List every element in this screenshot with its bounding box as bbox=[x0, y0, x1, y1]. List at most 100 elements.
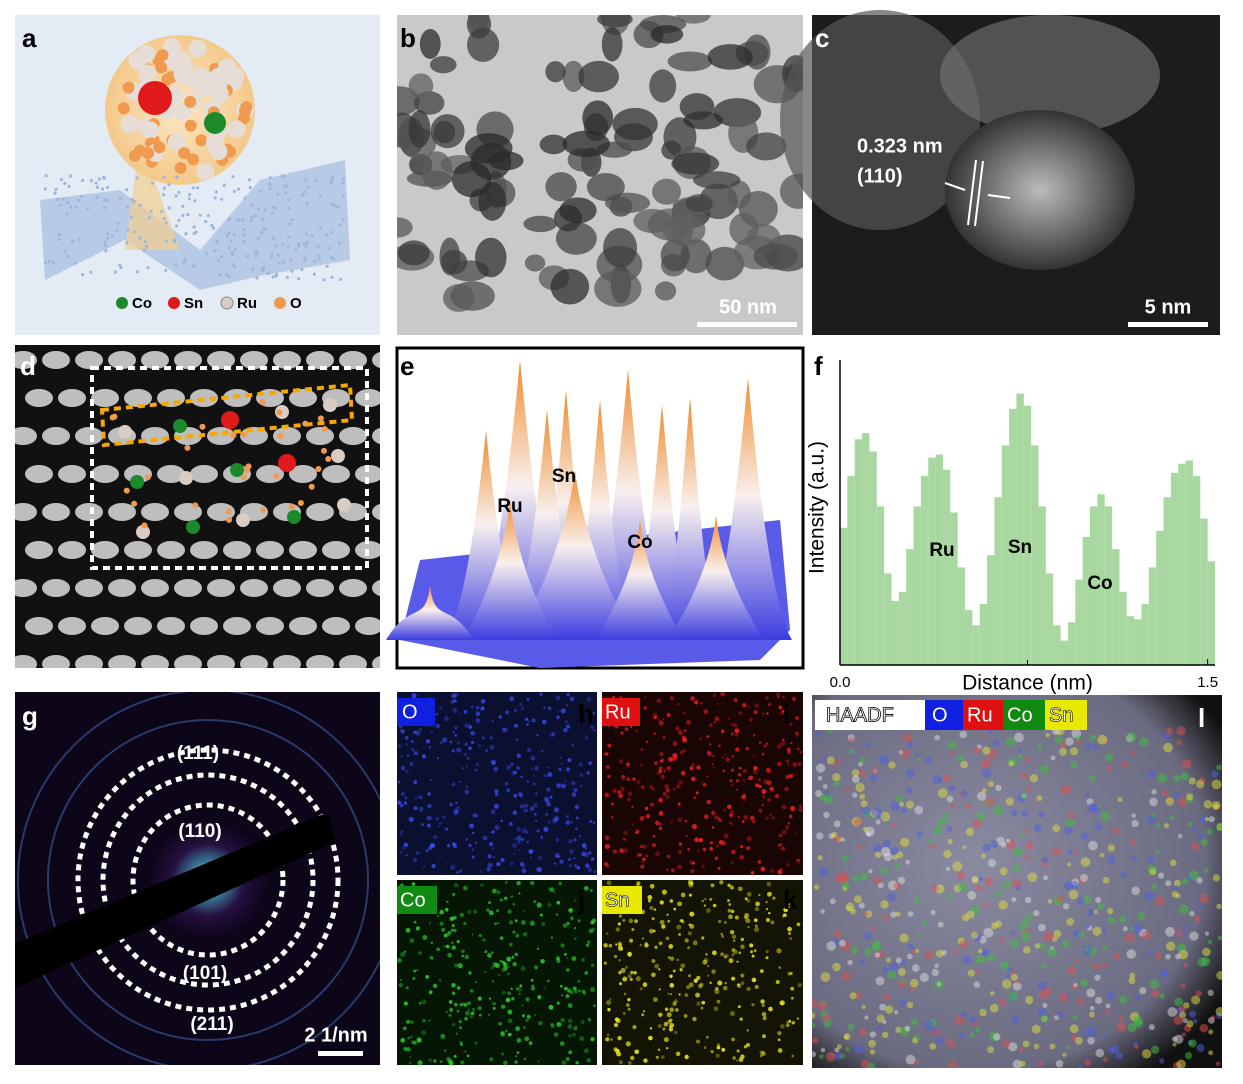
legend-label: Co bbox=[1007, 704, 1033, 726]
signal bbox=[897, 876, 906, 885]
dot bbox=[116, 221, 120, 225]
column bbox=[223, 541, 251, 559]
dot bbox=[263, 208, 268, 212]
signal bbox=[1187, 822, 1193, 827]
signal bbox=[797, 762, 802, 767]
signal bbox=[404, 735, 409, 740]
signal bbox=[948, 785, 956, 792]
signal bbox=[721, 934, 725, 938]
signal bbox=[400, 729, 405, 734]
signal bbox=[470, 730, 475, 736]
signal bbox=[834, 1047, 840, 1053]
signal bbox=[767, 797, 772, 802]
signal bbox=[898, 980, 906, 988]
signal bbox=[723, 833, 729, 839]
signal bbox=[560, 762, 564, 765]
signal bbox=[629, 725, 633, 729]
signal bbox=[728, 914, 733, 920]
signal bbox=[683, 729, 687, 732]
signal bbox=[413, 780, 418, 785]
signal bbox=[604, 792, 610, 798]
signal bbox=[452, 842, 456, 846]
signal bbox=[893, 882, 901, 890]
signal bbox=[711, 810, 716, 816]
particle bbox=[671, 152, 720, 175]
signal bbox=[872, 843, 883, 854]
signal bbox=[412, 1040, 417, 1045]
signal bbox=[984, 877, 993, 886]
signal bbox=[1037, 1007, 1047, 1017]
signal bbox=[734, 733, 739, 737]
signal bbox=[816, 832, 824, 840]
signal bbox=[666, 765, 672, 771]
signal bbox=[649, 905, 654, 910]
panel-label: l bbox=[1198, 703, 1205, 733]
signal bbox=[1151, 990, 1160, 998]
signal bbox=[515, 933, 520, 938]
legend-label: O bbox=[290, 295, 302, 312]
signal bbox=[491, 951, 494, 954]
signal bbox=[477, 996, 482, 1001]
signal bbox=[435, 712, 438, 716]
signal bbox=[1075, 959, 1081, 964]
dot bbox=[133, 230, 137, 234]
signal bbox=[864, 1015, 869, 1020]
particle bbox=[523, 215, 558, 233]
signal bbox=[749, 717, 753, 722]
signal bbox=[566, 692, 571, 697]
signal bbox=[688, 974, 692, 978]
signal bbox=[882, 993, 890, 1001]
signal bbox=[948, 741, 957, 750]
dot bbox=[113, 270, 117, 274]
signal bbox=[728, 958, 734, 964]
signal bbox=[1033, 824, 1042, 832]
signal bbox=[530, 767, 534, 770]
signal bbox=[478, 933, 482, 938]
signal bbox=[581, 852, 586, 857]
signal bbox=[470, 1010, 476, 1015]
dot bbox=[95, 195, 99, 199]
dot bbox=[304, 178, 308, 182]
signal bbox=[459, 1003, 463, 1007]
signal bbox=[444, 1049, 447, 1052]
signal bbox=[653, 908, 657, 911]
signal bbox=[603, 961, 607, 965]
signal bbox=[500, 857, 505, 863]
signal bbox=[504, 1029, 508, 1033]
dot bbox=[304, 244, 308, 248]
signal bbox=[659, 822, 663, 827]
atom bbox=[321, 447, 328, 454]
bar bbox=[1185, 460, 1193, 665]
signal bbox=[1014, 732, 1024, 743]
signal bbox=[853, 818, 862, 826]
signal bbox=[505, 710, 509, 715]
signal bbox=[754, 765, 758, 770]
dot bbox=[125, 241, 129, 245]
signal bbox=[461, 949, 465, 954]
signal bbox=[823, 1019, 832, 1028]
signal bbox=[564, 720, 568, 724]
signal bbox=[900, 959, 907, 966]
dot bbox=[174, 224, 179, 228]
signal bbox=[746, 835, 752, 842]
column bbox=[289, 617, 317, 635]
signal bbox=[612, 849, 618, 854]
signal bbox=[467, 1008, 470, 1012]
signal bbox=[1089, 1005, 1095, 1011]
signal bbox=[1069, 747, 1079, 756]
dot bbox=[181, 204, 185, 208]
signal bbox=[729, 779, 733, 783]
signal bbox=[767, 891, 772, 897]
scale-bar bbox=[318, 1051, 363, 1056]
signal bbox=[706, 775, 709, 778]
signal bbox=[547, 820, 552, 824]
bar bbox=[920, 475, 929, 665]
signal bbox=[458, 712, 461, 716]
signal bbox=[412, 977, 416, 981]
signal bbox=[461, 767, 464, 770]
signal bbox=[770, 920, 775, 925]
signal bbox=[509, 861, 514, 866]
signal bbox=[643, 1058, 648, 1063]
signal bbox=[625, 965, 628, 969]
signal bbox=[611, 816, 614, 819]
